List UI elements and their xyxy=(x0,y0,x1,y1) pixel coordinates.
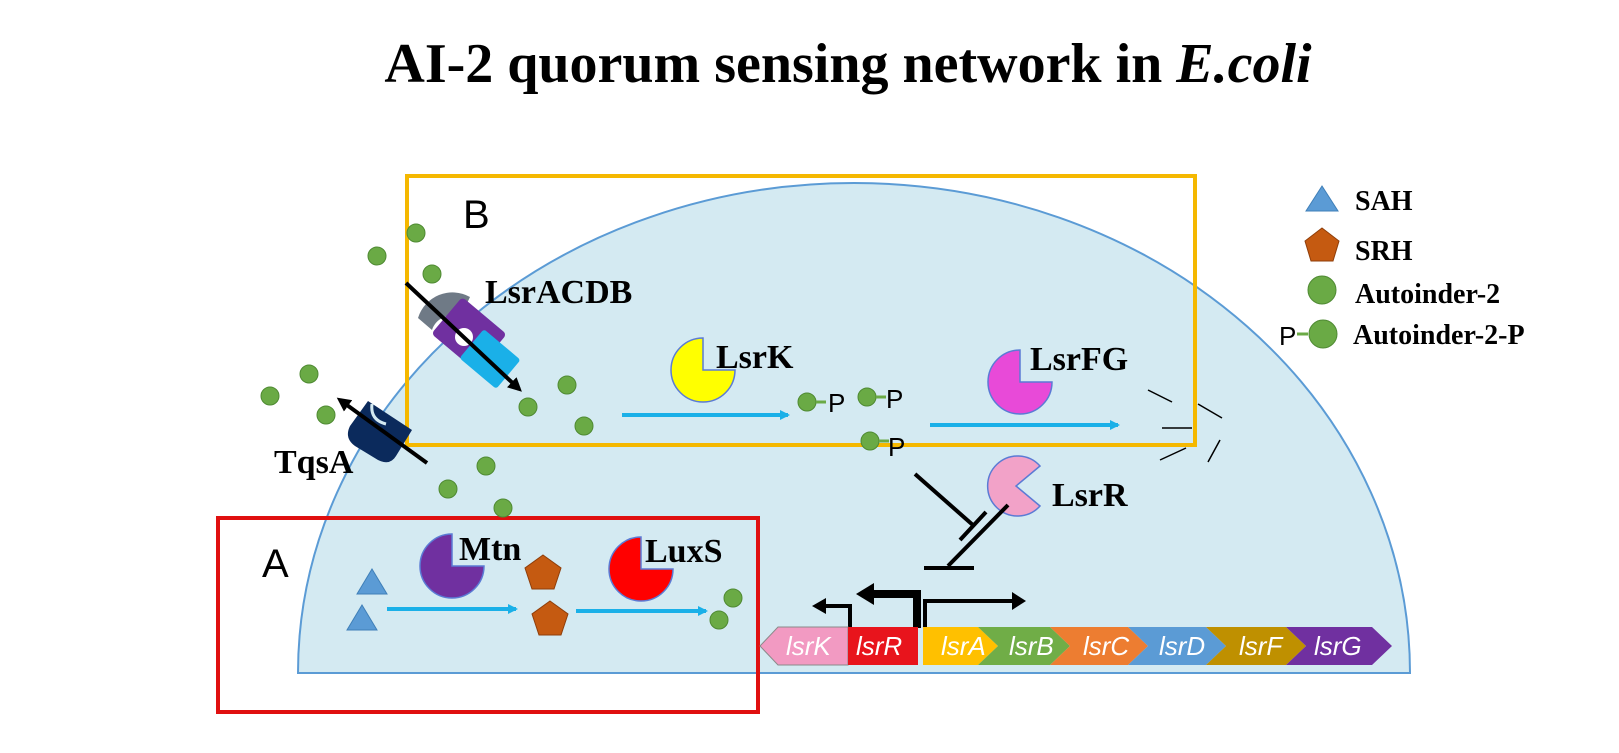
svg-text:P: P xyxy=(828,388,845,418)
gene-lsrG: lsrG xyxy=(1286,627,1392,665)
svg-text:lsrF: lsrF xyxy=(1239,631,1284,661)
svg-text:lsrA: lsrA xyxy=(941,631,986,661)
box-b-label: B xyxy=(463,193,490,237)
gene-lsrR: lsrR xyxy=(848,627,918,665)
svg-text:SAH: SAH xyxy=(1355,186,1413,217)
gene-lsrF: lsrF xyxy=(1206,627,1306,665)
svg-text:P: P xyxy=(888,432,905,462)
tqsa-transporter xyxy=(336,397,429,465)
ai2p-molecule-3: P xyxy=(860,431,905,462)
box-a-label: A xyxy=(262,542,289,586)
lsrr-repressor xyxy=(986,455,1042,517)
degradation-products xyxy=(1147,389,1223,463)
ai2p-molecule-1: P xyxy=(797,388,845,418)
sah-molecules xyxy=(346,568,388,631)
lsrfg-enzyme xyxy=(987,349,1053,415)
legend-item-sah: SAH xyxy=(1305,185,1413,217)
gene-lsrC: lsrC xyxy=(1050,627,1148,665)
gene-lsrB: lsrB xyxy=(978,627,1070,665)
lsrk-label: LsrK xyxy=(716,339,794,376)
lsracdb-label: LsrACDB xyxy=(485,274,632,311)
svg-text:lsrK: lsrK xyxy=(786,631,832,661)
legend: SAH SRH Autoinder-2 P Autoinder-2-P xyxy=(1279,185,1525,351)
box-a xyxy=(216,516,760,714)
cell-body xyxy=(296,182,1412,674)
box-b xyxy=(405,174,1197,447)
legend-item-ai2: Autoinder-2 xyxy=(1307,275,1500,310)
ai2-products-a xyxy=(709,588,743,630)
gene-lsrD: lsrD xyxy=(1128,627,1226,665)
srh-molecules xyxy=(524,554,569,636)
lsrr-label: LsrR xyxy=(1052,477,1128,514)
svg-text:lsrC: lsrC xyxy=(1083,631,1129,661)
ai2p-molecule-2: P xyxy=(857,384,903,414)
gene-lsrK: lsrK xyxy=(759,626,849,666)
lsr-operon: lsrK lsrR lsrA lsrB lsrC lsrD lsrF lsrG xyxy=(759,626,1392,666)
svg-text:P: P xyxy=(886,384,903,414)
gene-lsrA: lsrA xyxy=(923,627,998,665)
tqsa-label: TqsA xyxy=(274,444,354,481)
promoter-arrows xyxy=(812,583,1026,628)
mtn-label: Mtn xyxy=(459,531,521,568)
luxs-label: LuxS xyxy=(645,533,723,570)
luxs-enzyme xyxy=(608,536,674,602)
legend-item-srh: SRH xyxy=(1304,227,1413,267)
svg-text:lsrD: lsrD xyxy=(1159,631,1205,661)
lsrk-enzyme xyxy=(670,337,736,403)
svg-text:P: P xyxy=(1279,321,1296,351)
svg-text:lsrG: lsrG xyxy=(1314,631,1362,661)
lsrfg-label: LsrFG xyxy=(1030,341,1128,378)
diagram-title: AI-2 quorum sensing network in E.coli xyxy=(384,33,1312,95)
extracellular-ai2 xyxy=(260,223,442,425)
intracellular-ai2 xyxy=(438,375,594,518)
mtn-enzyme xyxy=(419,533,485,599)
svg-text:SRH: SRH xyxy=(1355,236,1413,267)
lsracdb-transporter xyxy=(404,281,522,392)
svg-text:lsrR: lsrR xyxy=(856,631,902,661)
svg-text:Autoinder-2-P: Autoinder-2-P xyxy=(1353,320,1525,351)
lsrr-inhibits-promoter xyxy=(924,503,1010,570)
svg-text:lsrB: lsrB xyxy=(1009,631,1054,661)
legend-item-ai2p: P Autoinder-2-P xyxy=(1279,319,1525,351)
ai2p-inhibits-lsrr xyxy=(913,472,988,542)
svg-text:Autoinder-2: Autoinder-2 xyxy=(1355,279,1500,310)
